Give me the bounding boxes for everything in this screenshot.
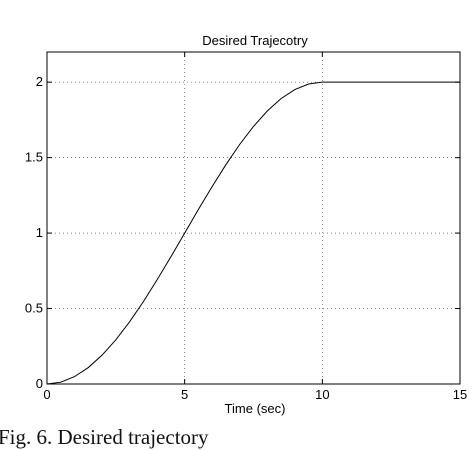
y-tick-label: 1	[36, 225, 43, 240]
grid	[47, 52, 460, 384]
x-tick-label: 0	[43, 387, 50, 402]
x-tick-label: 15	[453, 387, 467, 402]
y-tick-label: 2	[36, 74, 43, 89]
figure-caption: Fig. 6. Desired trajectory	[0, 425, 209, 449]
plot-frame	[46, 51, 461, 385]
x-tick-label: 5	[181, 387, 188, 402]
x-axis-label: Time (sec)	[225, 401, 286, 416]
chart-title: Desired Trajecotry	[202, 33, 308, 48]
ticks: 0 5 10 15 0 0.5 1 1.5 2	[25, 52, 467, 402]
y-tick-label: 1.5	[25, 150, 43, 165]
x-tick-label: 10	[315, 387, 329, 402]
series-line	[46, 81, 460, 385]
y-tick-label: 0.5	[25, 301, 43, 316]
series-layer	[46, 81, 460, 385]
y-tick-label: 0	[36, 376, 43, 391]
